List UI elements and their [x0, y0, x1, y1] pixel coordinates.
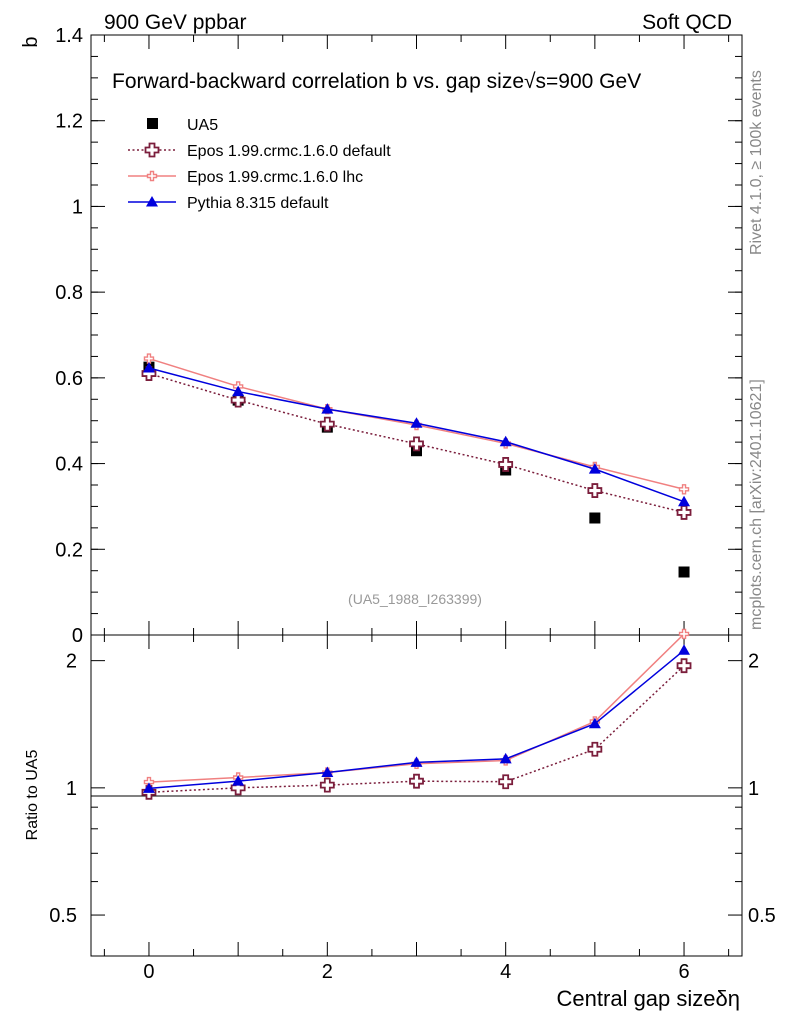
x-tick-label: 4 — [500, 961, 511, 983]
main-data-point — [319, 416, 335, 432]
main-title: Forward-backward correlation b vs. gap s… — [112, 70, 641, 93]
legend-item-ua5: UA5 — [147, 117, 218, 134]
ratio-panel: Ratio to UA5 0.5 0.5 1 1 2 2 — [24, 628, 776, 957]
ratio-data-point — [142, 782, 155, 793]
main-data-point — [321, 403, 334, 414]
main-ytick-label: 0.6 — [55, 368, 83, 390]
x-tick-label: 2 — [322, 961, 333, 983]
main-ytick-label: 1 — [72, 196, 83, 218]
main-data-point — [589, 512, 601, 524]
main-data-point — [498, 457, 514, 472]
ratio-ytick-label-right: 0.5 — [748, 905, 776, 927]
legend-marker-pythia — [146, 196, 158, 207]
rivet-label: Rivet 4.1.0, ≥ 100k events — [748, 70, 765, 255]
main-ytick-label: 0 — [72, 625, 83, 647]
legend: UA5 Epos 1.99.crmc.1.6.0 default Epos 1.… — [128, 117, 391, 212]
header-left: 900 GeV ppbar — [104, 11, 246, 34]
main-data-point — [410, 417, 423, 428]
main-ylabel: b — [20, 36, 42, 47]
x-tick-labels: 0 2 4 6 — [143, 961, 689, 983]
legend-marker-ua5 — [147, 118, 158, 129]
ratio-data-point — [676, 658, 692, 674]
ratio-data-point — [498, 774, 514, 790]
main-series-pythia-8-315-default — [142, 362, 691, 507]
ratio-data-point — [678, 628, 690, 640]
ratio-ticks: 0.5 0.5 1 1 2 2 — [49, 635, 776, 957]
legend-label-epos-lhc: Epos 1.99.crmc.1.6.0 lhc — [187, 169, 363, 186]
ratio-data-point — [232, 775, 245, 786]
legend-marker-epos-default — [144, 142, 160, 158]
main-data-point — [678, 484, 690, 495]
main-data-point — [587, 483, 603, 498]
legend-item-epos-default: Epos 1.99.crmc.1.6.0 default — [128, 142, 391, 160]
main-data-point — [232, 385, 245, 397]
ratio-data-point — [410, 756, 423, 767]
main-ytick-label: 0.4 — [55, 454, 83, 476]
main-data-point — [678, 495, 691, 507]
mcplots-label: mcplots.cern.ch [arXiv:2401.10621] — [748, 379, 765, 630]
ratio-ytick-label: 1 — [66, 778, 77, 800]
main-ytick-label: 1.4 — [55, 25, 83, 47]
ratio-data-point — [678, 644, 691, 655]
ratio-data-point — [587, 741, 603, 757]
watermark: (UA5_1988_I263399) — [348, 591, 482, 607]
main-data-point — [499, 435, 512, 447]
legend-marker-epos-lhc — [146, 170, 158, 182]
main-data-point — [676, 505, 692, 520]
main-ytick-label: 0.2 — [55, 539, 83, 561]
main-panel: b Forward-backward correlation b vs. gap… — [20, 25, 743, 647]
main-ticks: 0 0.2 0.4 0.6 0.8 1 1.2 1.4 — [55, 25, 742, 647]
main-series — [141, 353, 692, 578]
legend-label-ua5: UA5 — [187, 117, 218, 134]
ratio-data-point — [499, 752, 512, 764]
ratio-ytick-label-right: 2 — [748, 651, 759, 673]
main-data-point — [142, 362, 155, 373]
main-data-point — [678, 566, 690, 578]
ratio-ylabel: Ratio to UA5 — [24, 750, 41, 841]
main-data-point — [230, 392, 246, 408]
ratio-series-line — [148, 665, 685, 794]
main-series-line — [148, 367, 685, 503]
x-tick-label: 0 — [143, 961, 154, 983]
ratio-series-pythia-8-315-default — [142, 644, 691, 793]
legend-item-epos-lhc: Epos 1.99.crmc.1.6.0 lhc — [128, 169, 363, 186]
main-ytick-label: 0.8 — [55, 282, 83, 304]
ratio-data-point — [588, 717, 601, 729]
x-axis-label: Central gap sizeδη — [557, 986, 740, 1011]
legend-label-epos-default: Epos 1.99.crmc.1.6.0 default — [187, 143, 391, 160]
main-ytick-label: 1.2 — [55, 111, 83, 133]
main-data-point — [588, 463, 601, 474]
legend-label-pythia: Pythia 8.315 default — [187, 195, 329, 212]
main-data-point — [409, 436, 424, 452]
main-series-epos-1-99-crmc-1-6-0-default — [141, 366, 692, 520]
x-tick-label: 6 — [678, 961, 689, 983]
ratio-ytick-label: 2 — [66, 651, 77, 673]
header-right: Soft QCD — [642, 11, 732, 34]
ratio-data-point — [321, 766, 334, 778]
ratio-data-point — [409, 773, 424, 789]
main-data-point — [143, 353, 155, 364]
legend-item-pythia: Pythia 8.315 default — [128, 195, 329, 212]
ratio-ytick-label: 0.5 — [49, 905, 77, 927]
ratio-series — [141, 628, 692, 800]
ratio-ytick-label-right: 1 — [748, 778, 759, 800]
ratio-data-point — [319, 777, 335, 793]
